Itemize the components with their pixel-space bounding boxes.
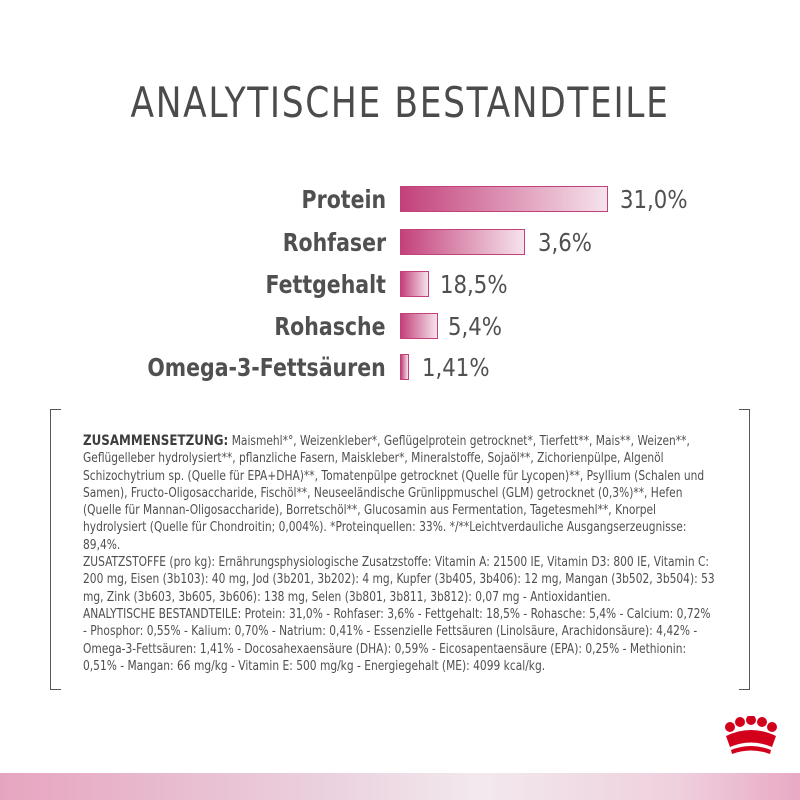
composition-line: - Phosphor: 0,55% - Kalium: 0,70% - Natr… xyxy=(83,624,698,640)
composition-line: Schizochytrium sp. (Quelle für EPA+DHA)*… xyxy=(83,468,705,484)
nutrient-bar xyxy=(400,186,608,212)
composition-line: 0,51% - Mangan: 66 mg/kg - Vitamin E: 50… xyxy=(83,658,546,674)
nutrient-row-omega-3: Omega-3-Fettsäuren 1,41% xyxy=(0,351,800,385)
royal-canin-crown-icon xyxy=(722,715,780,756)
nutrient-value: 5,4% xyxy=(448,312,502,341)
nutrient-value: 3,6% xyxy=(538,228,592,257)
bottom-gradient-band xyxy=(0,773,800,800)
composition-line: mg, Zink (3b603, 3b605, 3b606): 138 mg, … xyxy=(83,589,611,605)
nutrient-label: Fettgehalt xyxy=(265,270,386,299)
nutrient-bar xyxy=(400,229,525,255)
page-title: ANALYTISCHE BESTANDTEILE xyxy=(130,78,670,127)
composition-line: hydrolysiert (Quelle für Chondroitin; 0,… xyxy=(83,520,687,536)
nutrient-row-fettgehalt: Fettgehalt 18,5% xyxy=(0,268,800,302)
composition-line: Geflügelleber hydrolysiert**, pflanzlich… xyxy=(83,451,664,467)
nutrient-bar xyxy=(400,271,429,297)
composition-line: Omega-3-Fettsäuren: 1,41% - Docosahexaen… xyxy=(83,641,687,657)
nutrient-row-rohfaser: Rohfaser 3,6% xyxy=(0,226,800,260)
composition-text: ZUSAMMENSETZUNG: Maismehl*°, Weizenklebe… xyxy=(83,433,723,675)
composition-line: 200 mg, Eisen (3b103): 40 mg, Jod (3b201… xyxy=(83,572,715,588)
nutrient-label: Rohfaser xyxy=(282,228,386,257)
nutrient-bar xyxy=(400,354,409,380)
frame-bracket-right xyxy=(739,409,750,690)
composition-line: (Quelle für Mannan-Oligosaccharide), Bor… xyxy=(83,503,657,519)
nutrient-bar xyxy=(400,313,438,339)
nutrient-label: Rohasche xyxy=(274,312,386,341)
composition-frame xyxy=(50,409,750,690)
composition-line: 89,4%. xyxy=(83,537,121,553)
nutrient-row-protein: Protein 31,0% xyxy=(0,183,800,217)
nutrient-label: Omega-3-Fettsäuren xyxy=(147,353,386,382)
frame-bracket-left xyxy=(50,409,61,690)
nutrient-value: 31,0% xyxy=(620,185,688,214)
composition-line: ZUSATZSTOFFE (pro kg): Ernährungsphysiol… xyxy=(83,555,710,571)
nutrient-row-rohasche: Rohasche 5,4% xyxy=(0,310,800,344)
composition-line: ANALYTISCHE BESTANDTEILE: Protein: 31,0%… xyxy=(83,606,711,622)
composition-line: Samen), Fructo-Oligosaccharide, Fischöl*… xyxy=(83,485,683,501)
composition-heading: ZUSAMMENSETZUNG: xyxy=(83,433,229,449)
nutrient-label: Protein xyxy=(301,185,386,214)
nutrient-value: 18,5% xyxy=(440,270,508,299)
nutrient-value: 1,41% xyxy=(422,353,490,382)
composition-line: ZUSAMMENSETZUNG: Maismehl*°, Weizenklebe… xyxy=(83,433,690,449)
